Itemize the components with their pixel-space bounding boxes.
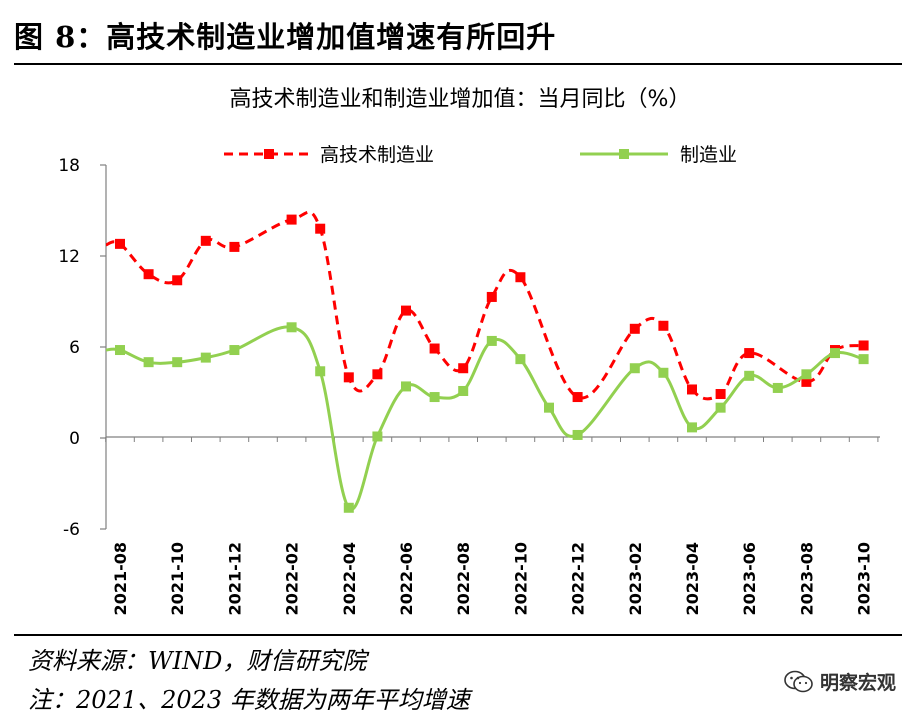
manufacturing-point-2022-02 xyxy=(286,322,297,333)
manufacturing-point-2022-09 xyxy=(486,335,497,346)
high-tech-point-2022-07 xyxy=(429,343,440,354)
manufacturing-point-2021-10 xyxy=(172,357,183,368)
x-tick-label: 2022-10 xyxy=(511,542,530,615)
manufacturing-point-2023-02 xyxy=(629,363,640,374)
legend: 高技术制造业 制造业 xyxy=(224,144,737,166)
x-tick-label: 2021-12 xyxy=(225,542,244,615)
watermark-text: 明察宏观 xyxy=(819,672,896,694)
high-tech-legend-label: 高技术制造业 xyxy=(320,144,434,166)
manufacturing-point-2021-08 xyxy=(115,345,125,356)
manufacturing-legend-marker xyxy=(619,149,629,159)
watermark: 明察宏观 xyxy=(784,668,896,695)
high-tech-point-2022-12 xyxy=(572,392,583,403)
x-tick-label: 2023-02 xyxy=(626,542,645,615)
high-tech-point-2022-04 xyxy=(343,372,354,383)
series-layer xyxy=(105,210,869,513)
manufacturing-point-2021-11 xyxy=(200,352,211,363)
manufacturing-point-2023-04 xyxy=(687,422,697,433)
y-tick-label: 0 xyxy=(69,429,80,449)
manufacturing-point-2023-05 xyxy=(715,402,726,413)
top-rule xyxy=(14,63,902,65)
x-tick-label: 2023-06 xyxy=(740,542,759,615)
manufacturing-point-2022-11 xyxy=(544,402,554,413)
manufacturing-point-2021-12 xyxy=(229,345,240,356)
x-tick-label: 2022-02 xyxy=(283,542,302,615)
high-tech-point-2021-09 xyxy=(143,269,154,280)
x-tick-label: 2023-10 xyxy=(855,542,874,615)
x-tick-label: 2021-10 xyxy=(168,542,187,615)
x-tick-label: 2023-04 xyxy=(683,542,702,615)
wechat-icon xyxy=(784,670,813,692)
high-tech-point-2022-03 xyxy=(315,223,326,234)
manufacturing-point-2023-08 xyxy=(801,369,812,380)
manufacturing-point-2022-04 xyxy=(343,502,354,513)
manufacturing-point-2022-12 xyxy=(572,429,583,440)
high-tech-point-2021-12 xyxy=(229,241,240,252)
manufacturing-series-line xyxy=(105,325,865,511)
y-tick-label: 18 xyxy=(58,156,80,176)
manufacturing-point-2023-10 xyxy=(858,354,869,365)
manufacturing-point-2023-07 xyxy=(772,382,783,393)
high-tech-point-2023-05 xyxy=(715,389,726,400)
line-chart: 高技术制造业和制造业增加值：当月同比（%） 高技术制造业 制造业 18 12 6 0 -6… xyxy=(58,87,880,615)
manufacturing-point-2022-05 xyxy=(372,431,383,442)
y-tick-label: 6 xyxy=(69,338,80,358)
high-tech-point-2022-09 xyxy=(486,291,497,302)
high-tech-point-2022-02 xyxy=(286,214,297,225)
high-tech-point-2021-08 xyxy=(115,238,125,249)
manufacturing-point-2022-07 xyxy=(429,392,440,403)
manufacturing-point-2022-03 xyxy=(315,366,326,377)
high-tech-point-2023-02 xyxy=(629,323,640,334)
manufacturing-point-2023-06 xyxy=(744,370,755,381)
high-tech-point-2023-10 xyxy=(858,340,869,351)
manufacturing-point-2021-09 xyxy=(143,357,154,368)
high-tech-legend-marker xyxy=(264,149,274,159)
manufacturing-point-2022-10 xyxy=(515,354,526,365)
high-tech-point-2023-04 xyxy=(687,384,697,395)
manufacturing-point-2023-09 xyxy=(830,348,840,359)
high-tech-point-2022-05 xyxy=(372,369,383,380)
manufacturing-legend-label: 制造业 xyxy=(680,144,737,166)
axes: 18 12 6 0 -6 2021-08 2021-10 2021-12 2022-02 2022… xyxy=(58,156,880,615)
x-tick-label: 2022-12 xyxy=(569,542,588,615)
footnote: 注：2021、2023 年数据为两年平均增速 xyxy=(28,686,470,714)
bottom-rule xyxy=(14,634,902,636)
chart-title: 高技术制造业和制造业增加值：当月同比（%） xyxy=(230,87,691,112)
x-tick-label: 2021-08 xyxy=(111,542,130,615)
x-tick-label: 2022-06 xyxy=(397,542,416,615)
y-tick-label: -6 xyxy=(63,520,80,540)
high-tech-point-2022-10 xyxy=(515,272,526,283)
manufacturing-point-2022-08 xyxy=(458,385,469,396)
high-tech-point-2023-03 xyxy=(658,320,669,331)
manufacturing-point-2022-06 xyxy=(401,381,411,392)
high-tech-point-2022-06 xyxy=(401,305,411,316)
x-tick-label: 2022-08 xyxy=(454,542,473,615)
high-tech-point-2023-08 xyxy=(801,376,812,387)
high-tech-point-2021-10 xyxy=(172,275,183,286)
manufacturing-point-2023-03 xyxy=(658,367,669,378)
high-tech-point-2023-06 xyxy=(744,348,755,359)
x-tick-label: 2022-04 xyxy=(340,542,359,615)
figure-title: 图 8：高技术制造业增加值增速有所回升 xyxy=(14,20,557,54)
x-tick-label: 2023-08 xyxy=(797,542,816,615)
source-note: 资料来源：WIND，财信研究院 xyxy=(28,647,367,675)
high-tech-point-2021-11 xyxy=(200,235,211,246)
high-tech-point-2022-08 xyxy=(458,363,469,374)
y-tick-label: 12 xyxy=(58,247,80,267)
